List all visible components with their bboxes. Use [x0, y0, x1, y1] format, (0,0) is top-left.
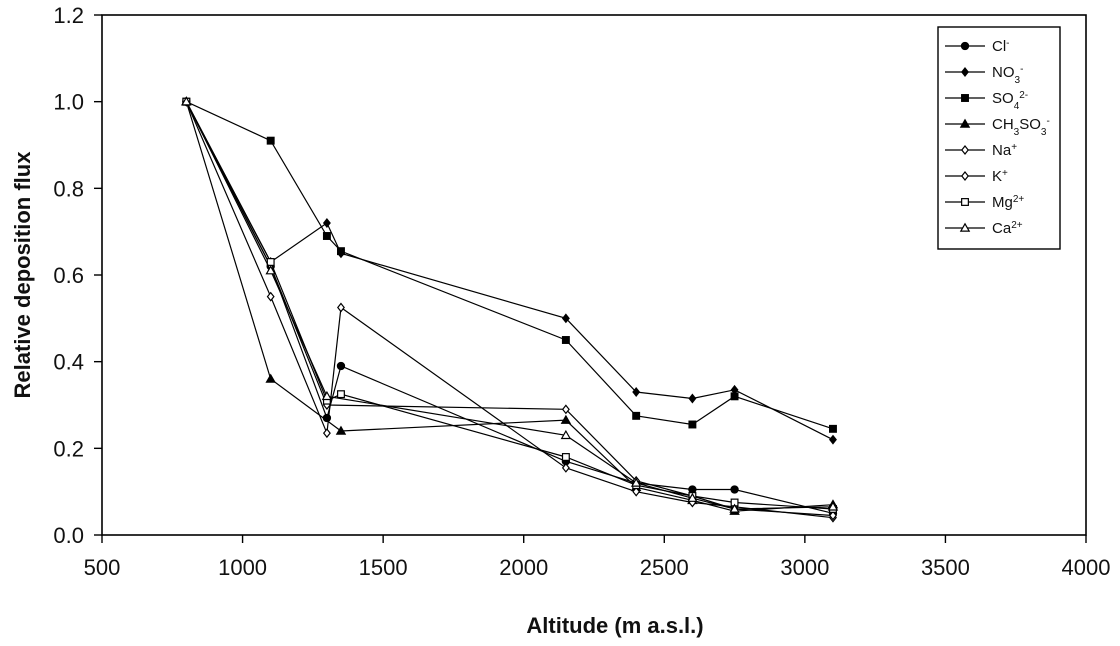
series-K+ [182, 96, 837, 521]
data-point [322, 232, 331, 240]
series-line [185, 101, 834, 519]
data-point [337, 247, 345, 256]
legend-marker [961, 198, 969, 206]
y-tick-label: 0.6 [53, 263, 84, 288]
series-line [185, 101, 834, 512]
legend-marker [959, 222, 971, 232]
y-tick-label: 0.4 [53, 350, 84, 375]
data-point [632, 387, 641, 397]
x-tick-label: 1500 [359, 555, 408, 580]
data-point [335, 425, 347, 435]
data-point [181, 96, 192, 106]
legend-box [937, 26, 1061, 250]
data-point [687, 492, 698, 502]
data-point [688, 393, 697, 404]
legend-label: NO3- [992, 64, 1023, 86]
y-axis-title: Relative deposition flux [10, 151, 35, 399]
data-point [336, 361, 346, 371]
data-point [322, 218, 331, 228]
y-tick-label: 1.0 [53, 90, 84, 115]
series-Mg2+ [182, 97, 837, 513]
data-point [266, 258, 275, 266]
data-point [688, 420, 697, 429]
data-point [561, 336, 570, 344]
legend: Cl- NO3- SO42- CH3SO3- Na+ K+ Mg2+ Ca2+ [937, 26, 1061, 250]
data-point [632, 411, 641, 420]
data-point [632, 486, 641, 497]
data-point [337, 302, 345, 313]
legend-label: SO42- [992, 90, 1028, 112]
data-point [730, 485, 739, 494]
data-point [829, 434, 837, 445]
data-point [829, 424, 837, 433]
legend-marker [961, 94, 969, 102]
legend-label: Mg2+ [992, 194, 1024, 212]
legend-label: K+ [992, 168, 1008, 186]
series-Ca2+ [181, 96, 839, 513]
x-tick-label: 3500 [921, 555, 970, 580]
data-point [827, 501, 839, 511]
data-point [322, 428, 331, 439]
legend-marker [961, 171, 969, 181]
y-tick-label: 0.8 [53, 176, 84, 201]
data-point [630, 477, 642, 487]
x-tick-label: 2000 [499, 555, 548, 580]
legend-marker [959, 118, 971, 128]
data-point [560, 429, 572, 440]
data-point [337, 390, 345, 399]
legend-marker [961, 145, 969, 155]
data-point [561, 313, 570, 324]
series-Na+ [182, 96, 837, 523]
data-point [561, 462, 570, 473]
x-tick-label: 500 [84, 555, 121, 580]
legend-marker [961, 67, 969, 77]
x-tick-label: 1000 [218, 555, 267, 580]
series-line [185, 101, 833, 510]
data-point [730, 392, 739, 401]
data-point [266, 291, 275, 302]
y-axis: 0.0 0.2 0.4 0.6 0.8 1.0 1.2 [53, 3, 102, 548]
legend-label: CH3SO3- [992, 116, 1050, 138]
x-tick-label: 3000 [780, 555, 829, 580]
x-axis: 500 1000 1500 2000 2500 3000 3500 4000 [84, 535, 1111, 580]
data-point [266, 136, 275, 145]
series-NO3- [182, 96, 837, 445]
data-point [265, 373, 276, 383]
x-tick-label: 2500 [640, 555, 689, 580]
data-point [829, 510, 837, 521]
y-tick-label: 0.0 [53, 523, 84, 548]
series-CH3SO3- [181, 96, 839, 515]
data-point [560, 414, 572, 424]
data-point [561, 453, 570, 461]
y-tick-label: 0.2 [53, 436, 84, 461]
series-layer [181, 96, 839, 523]
legend-label: Cl- [992, 38, 1010, 56]
data-point [265, 265, 276, 275]
legend-label: Na+ [992, 142, 1017, 160]
x-axis-title: Altitude (m a.s.l.) [526, 613, 703, 638]
series-line [185, 101, 834, 517]
data-point [729, 503, 740, 513]
series-line [186, 101, 834, 430]
y-tick-label: 1.2 [53, 3, 84, 28]
series-SO42- [182, 97, 837, 433]
x-tick-label: 4000 [1062, 555, 1111, 580]
series-line [185, 101, 834, 514]
series-Cl- [182, 97, 838, 518]
legend-label: Ca2+ [992, 220, 1023, 238]
data-point [561, 404, 570, 415]
legend-marker [960, 41, 970, 51]
data-point [321, 390, 333, 401]
